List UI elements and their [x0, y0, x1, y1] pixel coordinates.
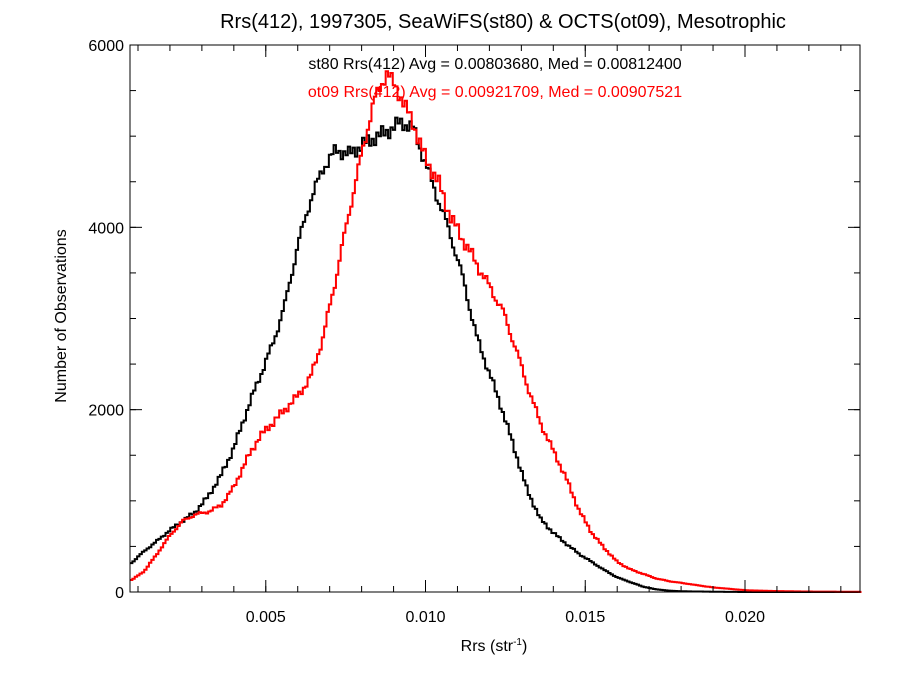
- series-line-ot09: [130, 70, 862, 593]
- y-tick-label: 4000: [88, 220, 124, 237]
- plot-frame: [129, 44, 861, 593]
- y-tick-label: 0: [115, 585, 124, 602]
- x-axis-label-superscript: -1: [513, 637, 522, 648]
- series-layer: [130, 70, 862, 593]
- x-tick-label: 0.015: [565, 609, 605, 626]
- y-tick-label: 6000: [88, 38, 124, 55]
- x-axis-label-main: Rrs (str: [461, 638, 514, 655]
- x-tick-label: 0.010: [405, 609, 445, 626]
- series-line-st80: [130, 116, 862, 593]
- y-axis-label: Number of Observations: [53, 229, 70, 402]
- chart-title: Rrs(412), 1997305, SeaWiFS(st80) & OCTS(…: [220, 11, 786, 33]
- x-tick-label: 0.020: [725, 609, 765, 626]
- annotation-st80: st80 Rrs(412) Avg = 0.00803680, Med = 0.…: [308, 56, 681, 73]
- y-tick-label: 2000: [88, 403, 124, 420]
- annotation-ot09: ot09 Rrs(412) Avg = 0.00921709, Med = 0.…: [308, 84, 682, 101]
- x-axis-label-close: ): [522, 638, 527, 655]
- axes-layer: 0.005 0.010 0.015 0.020 0 2000 4000 6000: [88, 38, 861, 626]
- x-tick-label: 0.005: [246, 609, 286, 626]
- x-axis-label: Rrs (str-1): [461, 637, 528, 655]
